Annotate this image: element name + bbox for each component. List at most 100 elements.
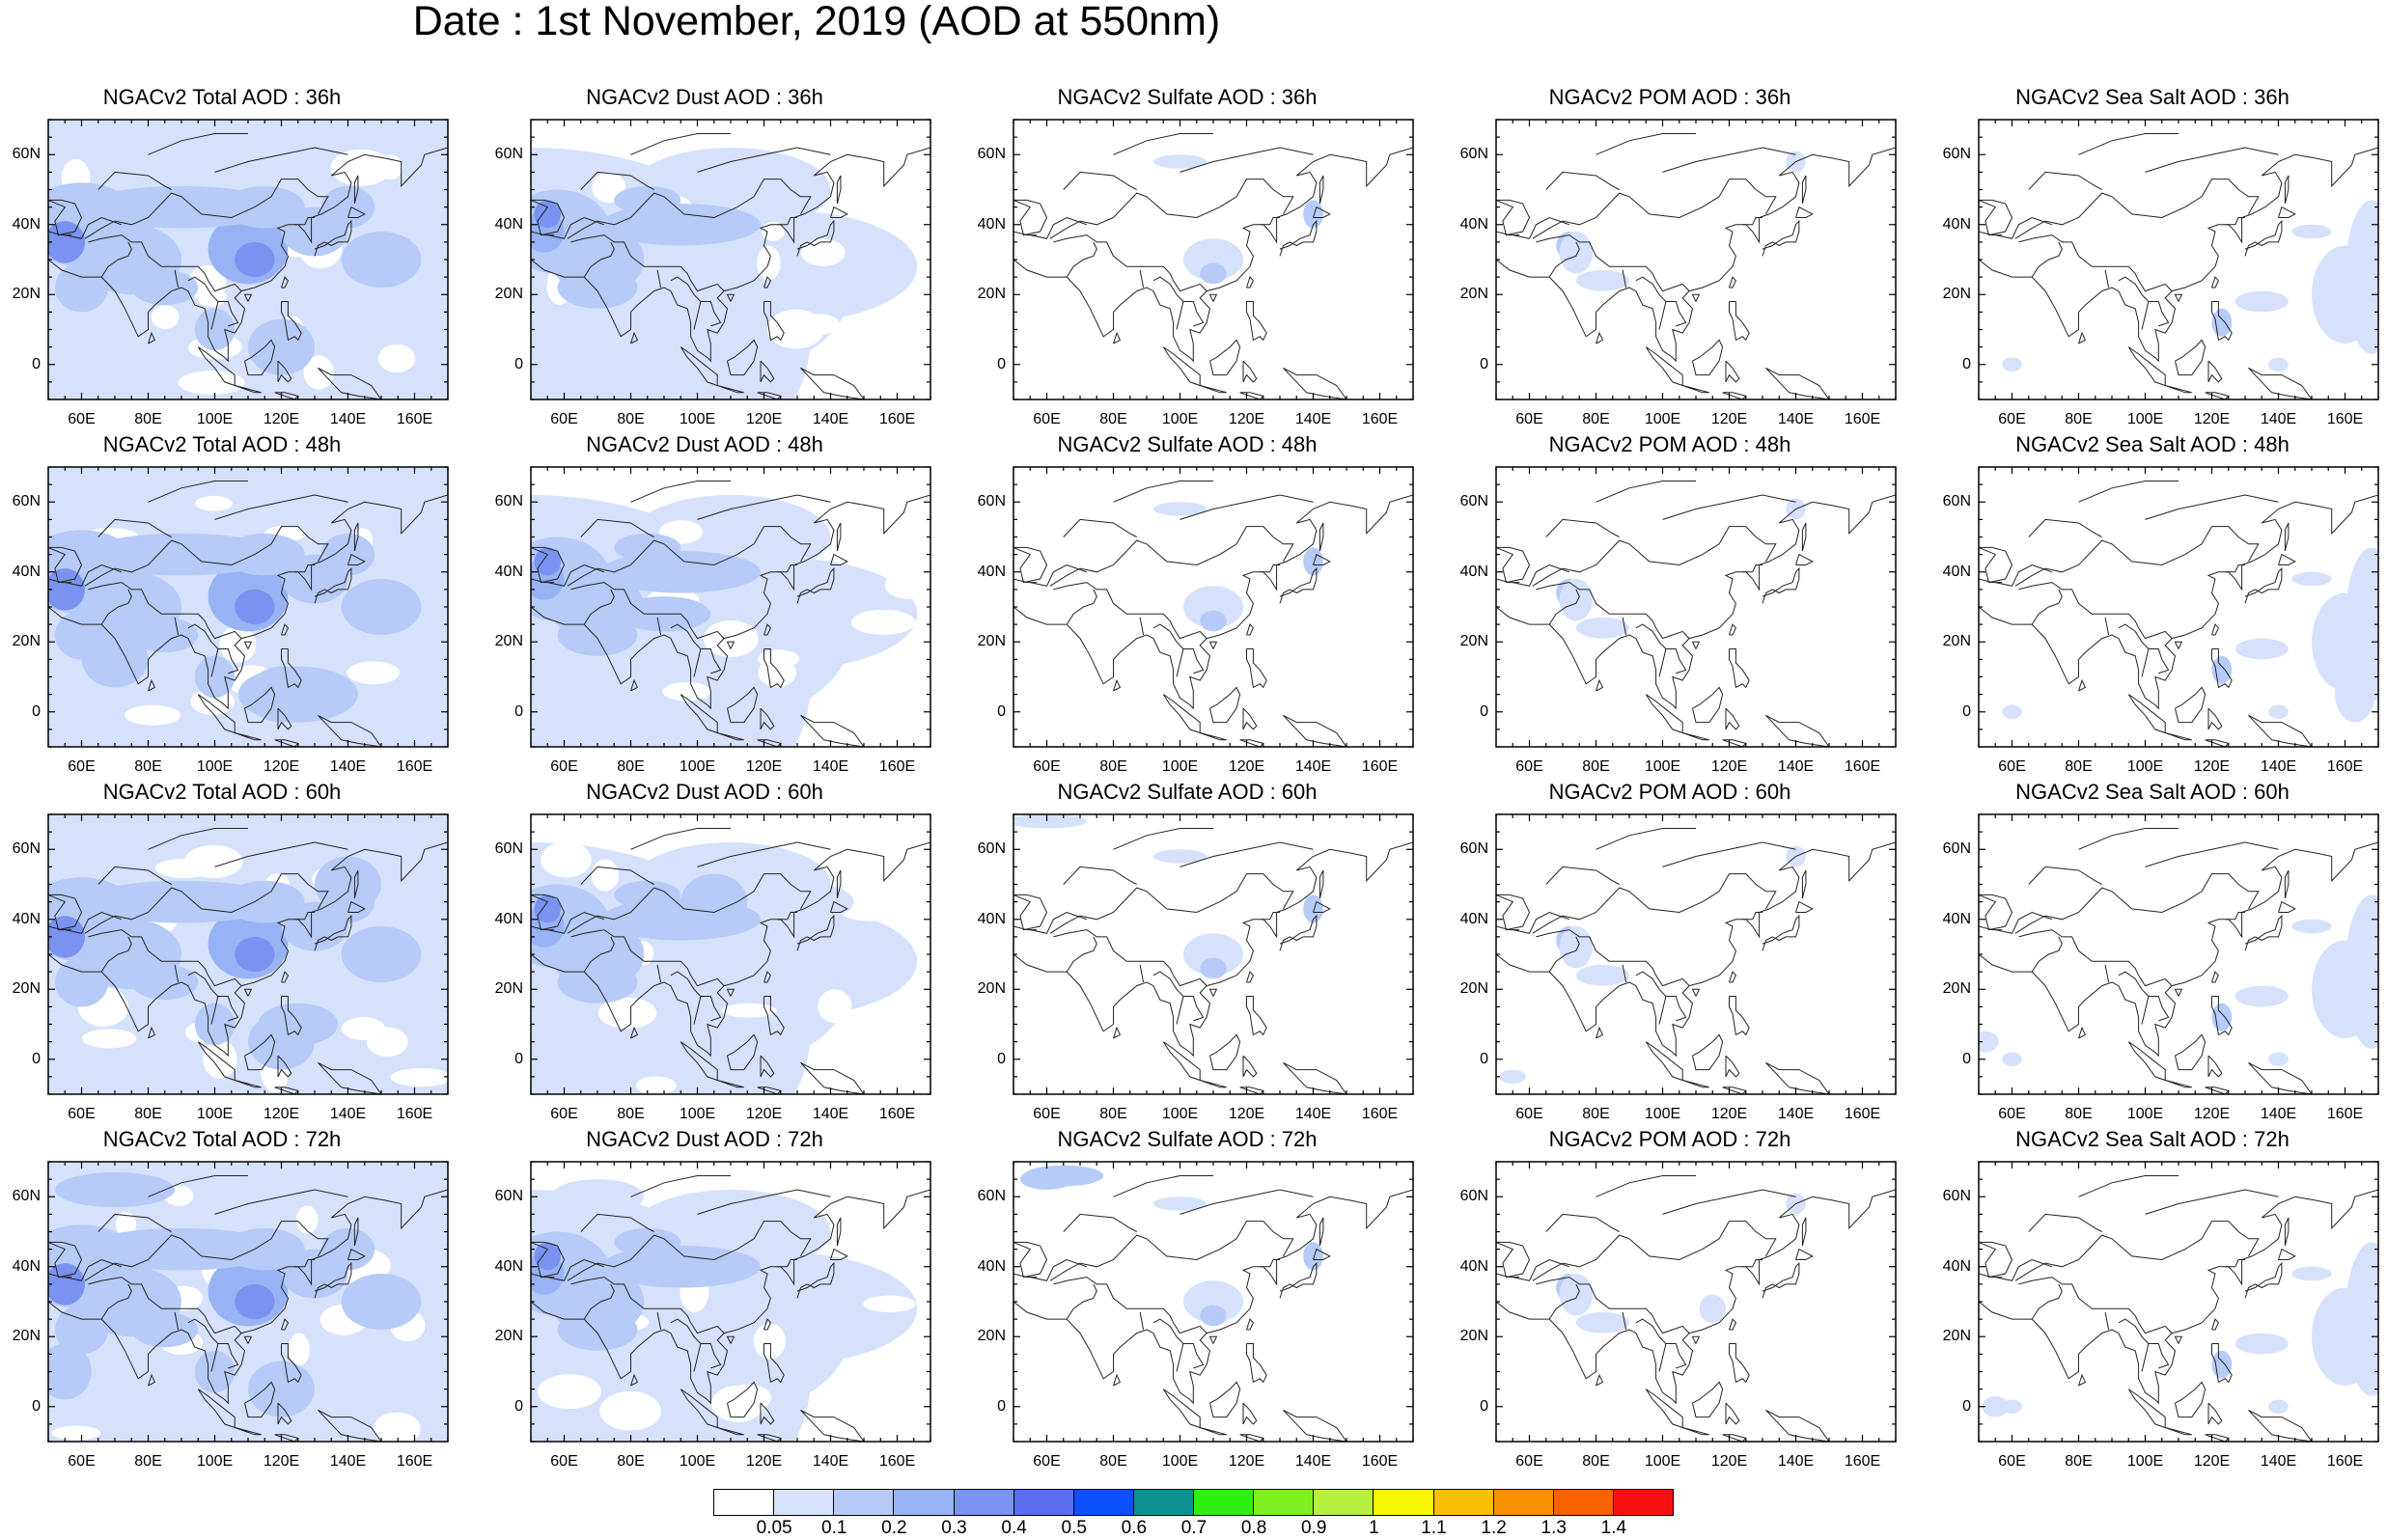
coastline [580,171,654,190]
coastline [2118,623,2150,677]
coastline [1765,1061,1830,1094]
coastline [97,1213,172,1232]
coastline [580,1213,654,1232]
aod-patch [557,1308,638,1351]
coastline [580,518,654,537]
coastline [1729,1318,1736,1331]
coastline [570,582,725,640]
coastlines [1979,481,2378,747]
lon-label: 60E [1033,1106,1061,1122]
figure-title: Date : 1st November, 2019 (AOD at 550nm) [412,0,1221,44]
coastline [1691,988,1701,997]
coastline [567,1221,812,1281]
coastline [1979,578,2003,584]
lat-label: 60N [1459,493,1488,510]
coastlines [48,481,448,747]
aod-patch [82,1029,137,1049]
coastline [148,481,248,503]
aod-patch [341,1274,422,1330]
coastline [1496,494,1896,710]
lon-label: 120E [745,1453,783,1470]
aod-patch [195,495,233,511]
coastline [763,301,785,342]
aod-field [1152,154,1323,285]
coastline [727,1381,759,1418]
coastline [1030,564,1088,587]
coastline [148,1175,248,1197]
coastline [656,1311,662,1331]
lon-label: 60E [1033,411,1061,427]
coastline [726,988,736,997]
coastline [1635,276,1667,330]
aod-patch [1575,964,1629,986]
ticks [530,1161,931,1443]
ticks [1495,119,1897,400]
coastline [836,175,842,205]
coastline [2244,219,2283,257]
coastline [1053,234,1207,292]
coastline [217,996,239,1022]
coastline [763,971,771,983]
colorbar-label: 0.5 [1061,1518,1087,1538]
coastline [2165,1427,2192,1436]
coastline [697,1189,831,1215]
colorbar-swatch [893,1489,955,1516]
coastline [214,147,348,173]
lon-label: 100E [1161,1106,1199,1122]
coastline [1180,1189,1314,1215]
aod-patch [288,1333,310,1366]
aod-patch [320,1227,375,1271]
coastline [1283,367,1347,399]
aod-patch [54,1305,109,1355]
coastline [583,589,615,625]
coastline [2148,996,2170,1022]
lat-label: 0 [514,702,523,720]
lon-label: 120E [2193,1106,2231,1122]
aod-patch [2291,571,2332,587]
coastline [1246,623,1254,636]
lon-label: 140E [1294,1106,1332,1122]
coastline [2148,301,2170,327]
colorbar-label: 0.6 [1121,1518,1148,1538]
lon-label: 160E [2326,1106,2364,1122]
aod-patch [1559,579,1594,621]
lat-label: 20N [494,286,523,303]
coastline [2211,623,2219,636]
lon-label: 140E [1294,758,1332,775]
aod-patch [2291,919,2332,934]
aod-patch [773,884,854,920]
coastline [1635,971,1667,1025]
coastline [1496,1189,1896,1405]
lon-label: 80E [2065,411,2093,427]
coastline [630,481,731,503]
lat-label: 40N [977,910,1006,927]
aod-patch [1200,957,1227,979]
map-panel-seasalt-row3: NGACv2 Sea Salt AOD : 60h 60N 40N 20N 0 60E 80… [1930,780,2387,1127]
coastline [1536,929,1690,987]
aod-patch [851,609,916,635]
coastline [235,1080,262,1088]
lon-label: 80E [1099,411,1127,427]
aod-patch [1575,617,1629,639]
coastline [763,996,785,1036]
coastline [1013,1273,1038,1279]
aod-patch [1200,1305,1227,1327]
map-panel-dust-row1: NGACv2 Dust AOD : 36h 60N 40N 20N 0 60E 80E 100… [483,85,965,432]
aod-patch [636,1076,677,1094]
lat-label: 0 [1480,1050,1488,1067]
colorbar-label: 0.4 [1001,1518,1027,1538]
coastline [1742,912,1762,921]
aod-patch [54,957,109,1007]
aod-patch [178,371,245,396]
lon-label: 140E [329,1453,367,1470]
coastline [88,234,242,292]
lon-label: 100E [1644,411,1681,427]
coastline [2207,1055,2223,1078]
coastline [2207,707,2223,730]
lon-label: 60E [1515,411,1543,427]
coastline [1239,1086,1264,1094]
coastline [1496,147,1896,363]
aod-patch [154,858,213,879]
coastline [760,1055,775,1078]
coastline [1682,1080,1709,1088]
